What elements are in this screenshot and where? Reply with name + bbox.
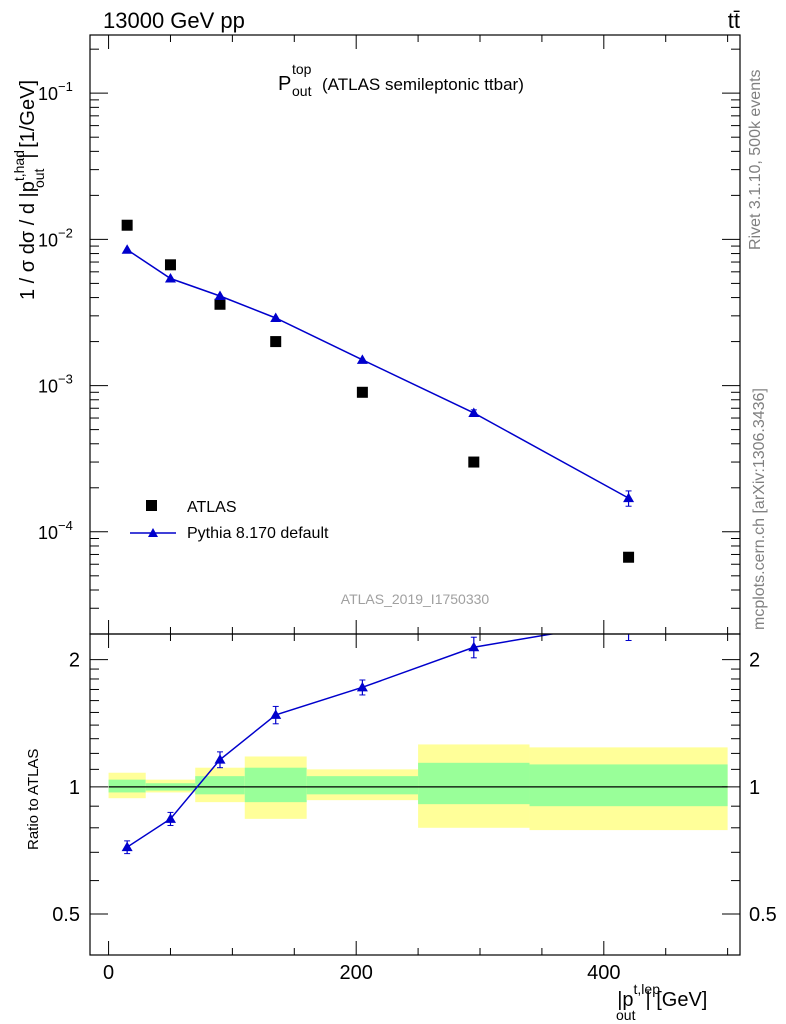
x-tick-label: 400 <box>587 962 620 984</box>
uncertainty-band-inner <box>108 779 146 793</box>
plot-title: P <box>278 73 291 95</box>
legend-atlas-marker <box>146 500 157 511</box>
ratio-plot-frame <box>89 633 741 956</box>
x-tick-label: 200 <box>340 962 373 984</box>
atlas-data-point <box>164 259 176 271</box>
ratio-data-point <box>121 841 133 852</box>
atlas-data-point <box>623 551 635 563</box>
x-tick-label: 0 <box>103 962 114 984</box>
ratio-y-tick-label-right: 0.5 <box>749 904 777 926</box>
atlas-data-point <box>121 219 133 231</box>
pythia-data-point <box>468 407 480 417</box>
y-tick-label: 10−2 <box>38 225 73 250</box>
uncertainty-band-inner <box>418 762 530 805</box>
plot-title-subscript: out <box>292 83 312 99</box>
analysis-tag: ATLAS_2019_I1750330 <box>341 591 490 607</box>
atlas-data-point <box>214 298 226 310</box>
pythia-data-point <box>164 273 176 283</box>
ratio-data-point <box>164 813 176 823</box>
uncertainty-band-inner <box>244 767 307 803</box>
plot-title-text: (ATLAS semileptonic ttbar) <box>322 75 524 94</box>
ratio-y-tick-label-left: 2 <box>69 650 80 672</box>
uncertainty-band-inner <box>195 776 245 795</box>
pythia-data-point <box>623 492 635 503</box>
pythia-data-point <box>356 354 368 364</box>
ratio-data-point <box>623 615 634 625</box>
ratio-data-point <box>214 754 226 764</box>
atlas-data-point <box>468 456 480 468</box>
atlas-data-point <box>356 386 368 398</box>
x-axis-label: |pt,lep out| [GeV] <box>616 981 707 1023</box>
main-y-axis-label: 1 / σ dσ / d |pt,had out| [1/GeV] <box>11 80 47 300</box>
legend-atlas-label: ATLAS <box>187 499 237 516</box>
main-plot-panel: 10−4 10−3 10−2 10−1 P top out (ATLAS semile… <box>11 34 741 635</box>
plot-title-superscript: top <box>292 61 312 77</box>
ratio-y-tick-label-left: 0.5 <box>52 904 80 926</box>
header-process-label: tt̄ <box>728 8 740 33</box>
y-tick-label: 10−3 <box>38 372 73 397</box>
ratio-data-point <box>356 681 368 692</box>
ratio-data-point <box>468 641 480 652</box>
pythia-data-point <box>214 290 226 301</box>
uncertainty-band-inner <box>529 764 728 807</box>
legend-pythia-label: Pythia 8.170 default <box>187 525 329 542</box>
rivet-version-label: Rivet 3.1.10, 500k events <box>747 69 764 250</box>
header-energy-label: 13000 GeV pp <box>103 8 245 33</box>
ratio-data-point <box>270 709 282 719</box>
main-plot-frame <box>89 34 741 635</box>
ratio-y-axis-label: Ratio to ATLAS <box>25 749 42 850</box>
ratio-y-tick-label-right: 2 <box>749 650 760 672</box>
legend: ATLAS Pythia 8.170 default <box>130 499 329 542</box>
pythia-data-point <box>270 312 282 322</box>
pythia-line <box>126 249 629 499</box>
mcplots-reference-label: mcplots.cern.ch [arXiv:1306.3436] <box>751 388 768 630</box>
y-tick-label: 10−4 <box>38 518 73 543</box>
ratio-y-tick-label-left: 1 <box>69 777 80 799</box>
atlas-data-point <box>270 336 282 348</box>
pythia-data-point <box>121 244 133 254</box>
uncertainty-band-inner <box>306 776 419 795</box>
legend-pythia-marker <box>148 528 158 537</box>
ratio-series <box>121 615 634 855</box>
ratio-y-tick-label-right: 1 <box>749 777 760 799</box>
y-tick-label: 10−1 <box>38 79 73 104</box>
ratio-plot-panel: 0.5 0.5 1 1 2 2 0 200 400 Ratio to ATLAS <box>25 615 777 984</box>
